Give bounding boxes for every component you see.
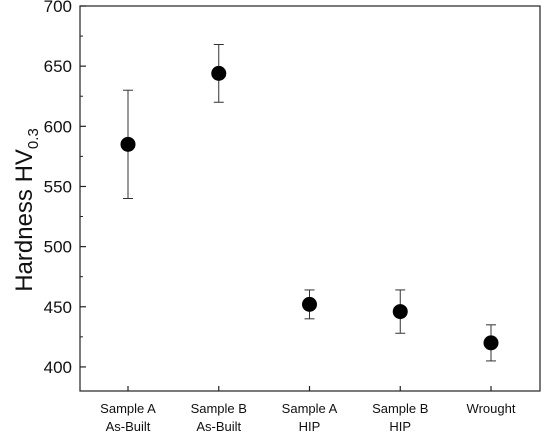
data-points [120, 65, 499, 351]
error-bars [123, 44, 496, 362]
x-category-line: Sample A [100, 401, 156, 416]
data-point [211, 65, 227, 81]
x-category-line: Sample A [282, 401, 338, 416]
x-category-line: HIP [299, 419, 321, 434]
y-axis-title-subscript: 0.3 [25, 128, 42, 149]
y-tick-label: 400 [44, 358, 72, 377]
x-category-line: Sample B [191, 401, 247, 416]
y-tick-label: 450 [44, 298, 72, 317]
data-point [392, 304, 408, 320]
x-category-label: Sample A As-Built [100, 401, 156, 434]
x-category-label: Sample A HIP [282, 401, 338, 434]
x-category-label: Sample B As-Built [191, 401, 247, 434]
data-point [483, 335, 499, 351]
plot-frame-group [79, 5, 541, 392]
data-point [120, 136, 136, 152]
y-axis-title-main: Hardness HV [11, 149, 38, 292]
data-point [302, 296, 317, 312]
plot-frame [79, 5, 541, 392]
x-category-line: As-Built [196, 419, 241, 434]
y-axis-title: Hardness HV0.3 [11, 128, 42, 292]
y-tick-label: 700 [44, 0, 72, 16]
x-category-line: HIP [389, 419, 411, 434]
y-tick-label: 550 [44, 177, 72, 196]
x-category-line: As-Built [106, 419, 151, 434]
x-category-label: Sample B HIP [372, 401, 428, 434]
x-category-label: Wrought [467, 401, 516, 416]
x-category-line: Wrought [467, 401, 516, 416]
y-tick-label: 650 [44, 57, 72, 76]
y-tick-label: 600 [44, 117, 72, 136]
y-axis-ticks: 400 450 500 550 600 650 700 [44, 0, 86, 377]
x-category-line: Sample B [372, 401, 428, 416]
y-tick-label: 500 [44, 238, 72, 257]
